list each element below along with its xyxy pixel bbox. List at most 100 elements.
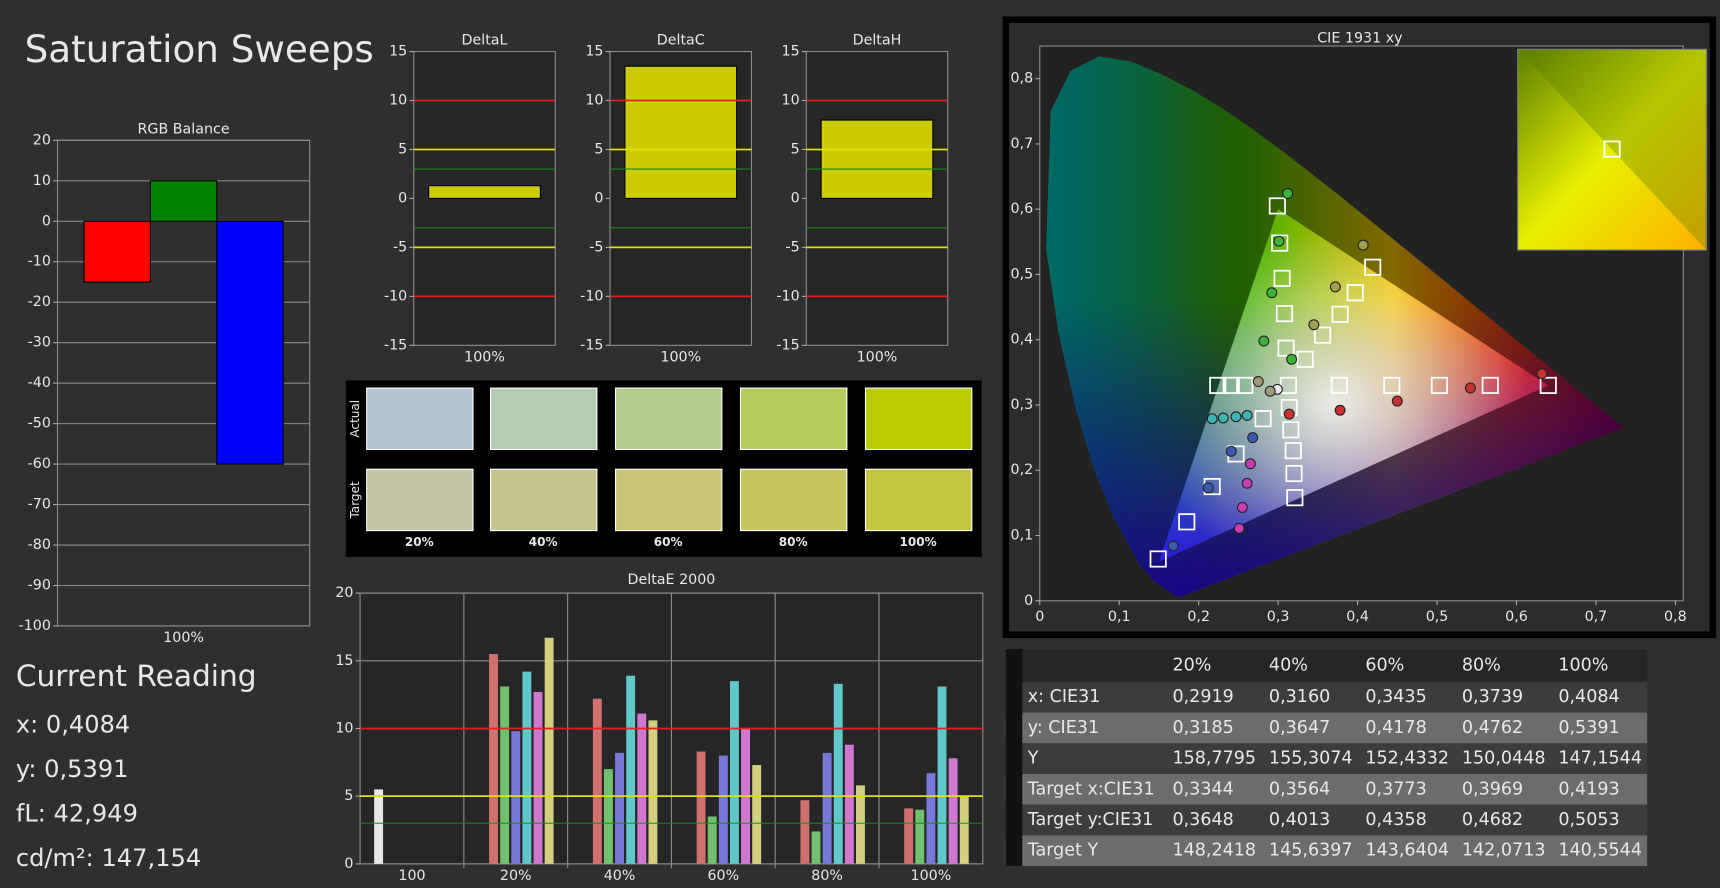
swatch <box>864 468 973 532</box>
x-tick-label: 20% <box>500 868 532 884</box>
cell: 0,4682 <box>1462 810 1523 830</box>
y-tick-label: 0 <box>42 213 51 229</box>
y-tick-label: -80 <box>28 537 51 553</box>
measured-point <box>1391 395 1403 407</box>
y-tick-label: 0,7 <box>1011 136 1034 152</box>
cell: 0,2919 <box>1172 687 1233 707</box>
page-title: Saturation Sweeps <box>25 27 374 71</box>
bar <box>856 785 865 864</box>
swatch <box>366 387 474 451</box>
cell: 0,3739 <box>1462 687 1523 707</box>
target-point <box>1222 376 1240 394</box>
measured-point <box>1334 404 1346 416</box>
cell: 0,3648 <box>1172 810 1233 830</box>
bar <box>615 752 624 864</box>
y-tick-label: 15 <box>585 44 603 60</box>
y-tick-label: 20 <box>33 132 51 148</box>
y-tick-label: 5 <box>398 141 407 157</box>
row-bg <box>1005 773 1648 805</box>
measured-point <box>1225 445 1237 457</box>
target-point <box>1383 376 1401 394</box>
cell: 147,1544 <box>1558 749 1642 769</box>
cell: 0,3969 <box>1462 779 1523 799</box>
target-point <box>1314 326 1332 344</box>
bar <box>624 65 738 199</box>
measured-point <box>1266 287 1278 299</box>
measured-point <box>1286 353 1298 365</box>
bar <box>428 185 541 199</box>
bar <box>718 755 728 864</box>
x-tick-label: 100 <box>398 868 425 884</box>
y-tick-label: -60 <box>28 456 51 472</box>
swatch <box>614 468 723 532</box>
column-label: 40% <box>529 535 558 549</box>
measured-point <box>1244 458 1256 470</box>
y-tick-label: -40 <box>28 375 51 391</box>
x-tick-label: 0,7 <box>1585 609 1608 625</box>
target-point <box>1209 376 1227 394</box>
x-tick-label: 80% <box>811 868 843 884</box>
x-tick-label: 100% <box>911 868 952 884</box>
bar <box>511 731 521 864</box>
chart-title: DeltaH <box>853 33 902 49</box>
bar <box>937 686 947 864</box>
table-header-bg <box>1005 649 1648 682</box>
target-point <box>1284 442 1302 460</box>
target-point <box>1539 376 1557 394</box>
reading-line: x: 0,4084 <box>16 711 130 739</box>
column-label: 80% <box>779 535 808 549</box>
bar <box>489 654 498 864</box>
y-tick-label: -50 <box>28 416 51 432</box>
cell: 0,4193 <box>1558 779 1619 799</box>
y-tick-label: -5 <box>785 239 799 255</box>
y-tick-label: 10 <box>33 173 51 189</box>
cell: 0,4013 <box>1269 810 1330 830</box>
swatch <box>864 387 973 451</box>
gamut-triangle <box>1158 209 1549 562</box>
x-tick-label: 0,4 <box>1346 609 1369 625</box>
target-point <box>1277 339 1295 357</box>
cell: 140,5544 <box>1558 841 1642 861</box>
chart-title: CIE 1931 xy <box>1317 30 1403 46</box>
swatch-panel: Actual Target 20% 40% 60% 80% 100% <box>345 380 982 557</box>
x-tick-label: 0,2 <box>1187 609 1210 625</box>
target-point <box>1178 513 1196 531</box>
y-tick-label: -10 <box>776 288 799 304</box>
y-tick-label: -10 <box>580 288 603 304</box>
y-tick-label: 0,8 <box>1011 71 1034 87</box>
measured-point <box>1206 413 1218 425</box>
column-label: 100% <box>899 535 936 549</box>
y-tick-label: 10 <box>585 92 603 108</box>
bar <box>752 765 762 864</box>
table: 20% 40% 60% 80% 100% x: CIE31 0,2919 0,3160 0,34… <box>1005 649 1648 867</box>
bar <box>626 675 636 864</box>
measured-point <box>1464 382 1476 394</box>
x-tick-label: 0,6 <box>1505 609 1528 625</box>
y-tick-label: -15 <box>384 337 407 353</box>
swatch <box>614 387 723 451</box>
y-tick-label: 5 <box>344 788 353 804</box>
x-tick-label: 100% <box>464 349 505 365</box>
column-label: 60% <box>654 535 683 549</box>
x-tick-label: 100% <box>857 349 898 365</box>
cell: 0,3185 <box>1172 718 1233 738</box>
bar <box>707 816 717 864</box>
y-tick-label: 0 <box>398 190 407 206</box>
chart-title: RGB Balance <box>138 121 230 137</box>
cell: 0,3564 <box>1269 779 1330 799</box>
cell: 145,6397 <box>1269 841 1353 861</box>
y-tick-label: -90 <box>28 578 51 594</box>
reading-line: fL: 42,949 <box>16 800 138 828</box>
y-tick-label: -10 <box>384 288 407 304</box>
cell: Target x:CIE31 <box>1027 779 1155 799</box>
cell: 0,4084 <box>1558 687 1619 707</box>
measured-point <box>1308 319 1320 331</box>
target-point <box>1364 258 1382 276</box>
bar <box>149 180 218 222</box>
measured-point <box>1252 376 1264 387</box>
swatch <box>739 387 848 451</box>
y-tick-label: 0 <box>344 856 353 872</box>
x-tick-label: 0,5 <box>1426 609 1449 625</box>
y-tick-label: -10 <box>28 254 51 270</box>
x-tick-label: 100% <box>660 349 701 365</box>
